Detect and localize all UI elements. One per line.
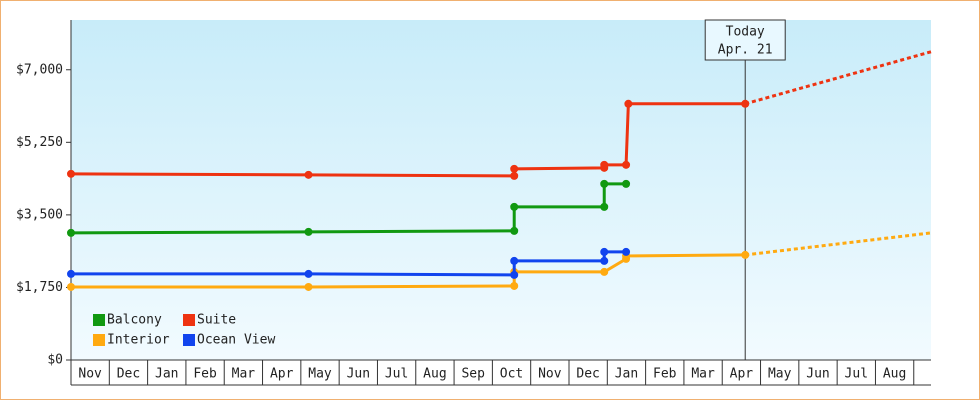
- point: [600, 256, 609, 265]
- point: [600, 160, 609, 169]
- y-tick-label: $0: [47, 353, 63, 368]
- x-tick-label: Jan: [615, 367, 638, 382]
- x-tick-label: Feb: [193, 367, 217, 382]
- x-tick-label: Aug: [883, 367, 906, 382]
- x-tick-label: May: [768, 367, 792, 382]
- point: [304, 227, 313, 236]
- legend-label: Interior: [107, 333, 170, 348]
- x-tick-label: Apr: [270, 367, 294, 382]
- point: [600, 202, 609, 211]
- x-tick-label: Nov: [78, 367, 102, 382]
- point: [304, 282, 313, 291]
- point: [304, 269, 313, 278]
- legend-swatch: [183, 314, 195, 326]
- today-label: Today: [726, 25, 765, 40]
- point: [622, 160, 631, 169]
- point: [510, 281, 519, 290]
- point: [622, 179, 631, 188]
- x-tick-label: Dec: [117, 367, 140, 382]
- x-tick-label: Apr: [730, 367, 754, 382]
- point: [67, 169, 75, 178]
- x-tick-label: Sep: [461, 367, 485, 382]
- x-tick-label: Mar: [232, 367, 256, 382]
- point: [600, 247, 609, 256]
- point: [741, 250, 750, 259]
- y-tick-label: $1,750: [16, 280, 63, 295]
- plot-area: [71, 20, 931, 360]
- point: [510, 164, 519, 173]
- x-tick-label: Dec: [576, 367, 599, 382]
- point: [622, 247, 631, 256]
- legend-label: Balcony: [107, 313, 162, 328]
- today-box: [704, 19, 786, 61]
- x-tick-label: May: [308, 367, 332, 382]
- x-tick-label: Jun: [806, 367, 829, 382]
- x-tick-label: Nov: [538, 367, 562, 382]
- today-label: Apr. 21: [718, 43, 773, 58]
- point: [67, 228, 75, 237]
- legend-swatch: [93, 314, 105, 326]
- y-tick-label: $7,000: [16, 62, 63, 77]
- point: [67, 269, 75, 278]
- point: [304, 170, 313, 179]
- legend-label: Ocean View: [197, 333, 275, 348]
- point: [67, 282, 75, 291]
- projection-line: [745, 231, 932, 257]
- point: [510, 171, 519, 180]
- point: [600, 267, 609, 276]
- legend-swatch: [183, 334, 195, 346]
- x-tick-label: Jun: [347, 367, 370, 382]
- x-tick-label: Feb: [653, 367, 677, 382]
- point: [741, 99, 750, 108]
- x-tick-label: Jan: [155, 367, 178, 382]
- point: [510, 256, 519, 265]
- point: [510, 226, 519, 235]
- legend-swatch: [93, 334, 105, 346]
- legend-label: Suite: [197, 313, 236, 328]
- point: [624, 99, 633, 108]
- x-tick-label: Oct: [500, 367, 523, 382]
- y-tick-label: $5,250: [16, 135, 63, 150]
- x-tick-label: Mar: [691, 367, 715, 382]
- x-tick-label: Jul: [385, 367, 408, 382]
- point: [510, 270, 519, 279]
- y-tick-label: $3,500: [16, 207, 63, 222]
- point: [510, 202, 519, 211]
- point: [600, 179, 609, 188]
- x-tick-label: Jul: [845, 367, 868, 382]
- x-tick-label: Aug: [423, 367, 446, 382]
